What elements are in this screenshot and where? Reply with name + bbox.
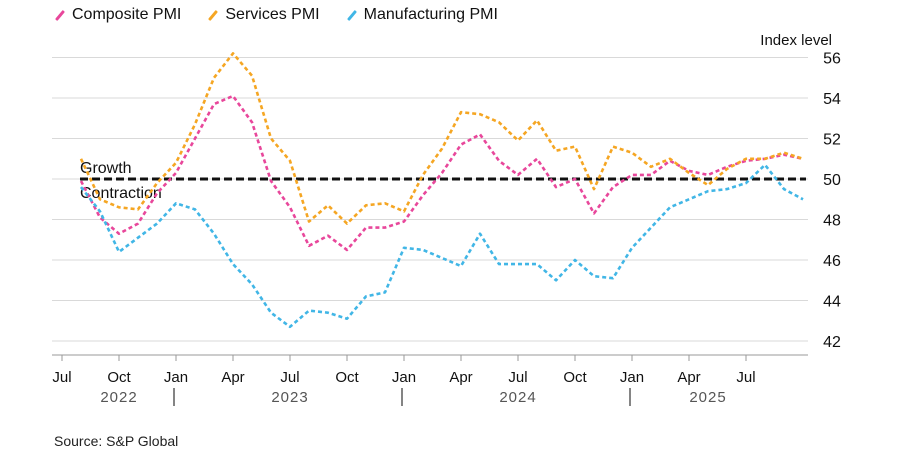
y-tick-label: 48 (823, 213, 841, 230)
x-tick-label: Oct (335, 369, 359, 386)
growth-label: Growth (80, 160, 132, 177)
legend-item-manufacturing: Manufacturing PMI (346, 6, 498, 24)
x-tick-label: Jan (392, 369, 416, 386)
y-tick-label: 44 (823, 294, 841, 311)
y-tick-label: 56 (823, 51, 841, 68)
x-tick-label: Apr (449, 369, 472, 386)
x-tick-label: Jan (164, 369, 188, 386)
chart-legend: Composite PMI Services PMI Manufacturing… (54, 6, 498, 24)
y-axis-label: Index level (760, 32, 832, 49)
y-tick-label: 50 (823, 172, 841, 189)
series-line-composite-pmi (79, 94, 804, 252)
year-label: 2024 (499, 389, 536, 406)
x-tick-label: Apr (221, 369, 244, 386)
legend-label-manufacturing: Manufacturing PMI (363, 6, 498, 23)
x-tick-label: Jul (736, 369, 755, 386)
year-label: 2023 (271, 389, 308, 406)
source-note: Source: S&P Global (54, 433, 179, 449)
x-tick-label: Jul (52, 369, 71, 386)
legend-label-composite: Composite PMI (72, 6, 182, 23)
x-tick-label: Apr (677, 369, 700, 386)
series-line-services-pmi (79, 52, 804, 225)
y-tick-label: 46 (823, 253, 841, 270)
x-axis: Jul Oct Jan Apr Jul Oct Jan Apr Jul Oct Jan Apr Jul 2… (52, 355, 756, 406)
x-tick-label: Oct (563, 369, 587, 386)
y-axis: 42 44 46 48 50 52 54 56 Index level (760, 32, 841, 351)
x-tick-label: Jan (620, 369, 644, 386)
series-line-manufacturing-pmi (79, 163, 804, 329)
legend-label-services: Services PMI (225, 6, 320, 23)
x-tick-label: Oct (107, 369, 131, 386)
legend-item-services: Services PMI (207, 6, 320, 24)
x-tick-label: Jul (508, 369, 527, 386)
y-tick-label: 54 (823, 91, 841, 108)
y-tick-label: 52 (823, 132, 841, 149)
grid-lines (52, 57, 808, 356)
x-tick-label: Jul (280, 369, 299, 386)
year-label: 2022 (100, 389, 137, 406)
legend-item-composite: Composite PMI (54, 6, 181, 24)
y-tick-label: 42 (823, 334, 841, 351)
year-label: 2025 (689, 389, 726, 406)
series-lines (79, 52, 804, 329)
